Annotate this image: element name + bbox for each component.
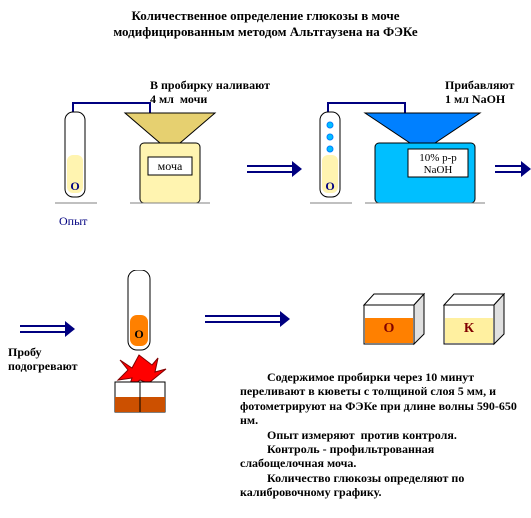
step3-caption: Пробу подогревают [8,345,77,374]
title-line-1: Количественное определение глюкозы в моч… [0,8,531,24]
step2-diagram: О 10% р-р NaOH [310,95,495,225]
final-text: Содержимое пробирки через 10 минут перел… [240,370,520,500]
cuvettes: О К [360,290,520,355]
title-line-2: модифицированным методом Альтгаузена на … [0,24,531,40]
tube-label-O: О [70,179,79,193]
step3-diagram: О [100,270,190,415]
step1-label: Опыт [59,214,87,229]
tube2-label-O: О [325,179,334,193]
cuvette-O-label: О [384,321,395,336]
arrow-2 [495,160,531,180]
bottle-label: моча [158,159,183,173]
naoh-label-2: NaOH [424,164,453,176]
heated-tube-O: О [134,327,143,341]
arrow-1 [247,160,302,180]
step1-diagram: О моча [55,95,240,225]
arrow-4 [205,310,290,330]
arrow-3 [20,320,75,340]
cuvette-K-label: К [464,321,475,336]
naoh-label-1: 10% р-р [419,152,457,164]
